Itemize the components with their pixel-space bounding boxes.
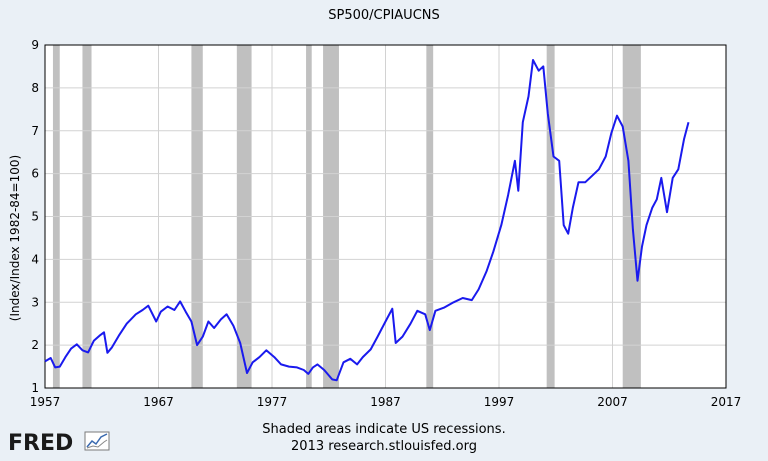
x-tick-label: 1967 (143, 395, 174, 409)
series-line (44, 59, 690, 382)
y-tick-label: 4 (31, 252, 39, 266)
series-group (44, 59, 690, 382)
x-tick-label: 2007 (597, 395, 628, 409)
y-tick-label: 7 (31, 124, 39, 138)
recession-note: Shaded areas indicate US recessions. (262, 422, 505, 437)
x-tick-label: 1997 (484, 395, 515, 409)
y-tick-label: 8 (31, 81, 39, 95)
x-tick-label: 1977 (257, 395, 288, 409)
y-tick-label: 3 (31, 295, 39, 309)
fred-logo-text: FRED (8, 431, 73, 456)
chart-thumbnail-icon (84, 431, 110, 451)
y-tick-label: 9 (31, 38, 39, 52)
x-tick-label: 2017 (711, 395, 742, 409)
y-axis-label: (Index/Index 1982-84=100) (8, 155, 22, 321)
y-tick-label: 2 (31, 338, 39, 352)
x-tick-label: 1987 (370, 395, 401, 409)
y-tick-label: 5 (31, 210, 39, 224)
chart-title: SP500/CPIAUCNS (328, 8, 440, 23)
source-credit: 2013 research.stlouisfed.org (291, 439, 477, 454)
tick-labels: 1 2 3 4 5 6 7 8 9 1957 1967 1977 1987 1997 2007 2017 (30, 38, 742, 409)
y-tick-label: 6 (31, 167, 39, 181)
x-tick-label: 1957 (30, 395, 61, 409)
plot-border (44, 44, 727, 389)
y-tick-label: 1 (31, 381, 39, 395)
fred-logo: FRED (8, 431, 110, 456)
